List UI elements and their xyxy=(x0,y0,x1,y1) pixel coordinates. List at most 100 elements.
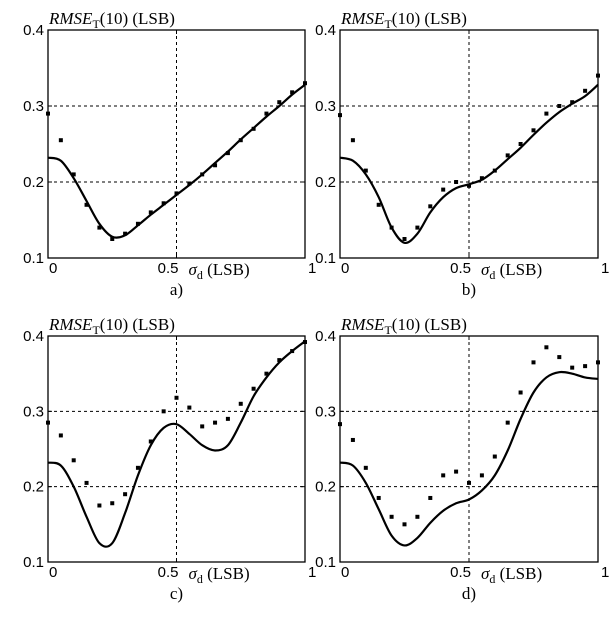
data-point xyxy=(303,81,307,86)
x-tick-label: 0 xyxy=(49,260,57,277)
data-point xyxy=(454,180,459,184)
data-point xyxy=(264,371,269,376)
data-point xyxy=(213,163,218,168)
data-point xyxy=(71,172,76,177)
x-axis-label: σd (LSB) xyxy=(481,564,542,586)
x-axis-label-sub: d xyxy=(489,572,495,586)
data-point xyxy=(200,424,205,429)
y-tick-label: 0.1 xyxy=(315,554,336,571)
data-point xyxy=(110,237,115,241)
data-point xyxy=(123,231,128,236)
y-axis-label-rest: (10) (LSB) xyxy=(100,315,175,334)
panel-d: 0.1 0.2 0.3 0.4 0 0.5 1 RMSET(10) (LSB) σd (LSB)… xyxy=(315,315,609,603)
x-tick-label: 1 xyxy=(308,260,316,277)
data-point xyxy=(492,168,497,173)
data-point xyxy=(402,522,407,527)
y-axis-label: RMSET(10) (LSB) xyxy=(340,315,467,337)
data-point xyxy=(596,73,600,78)
y-axis-label: RMSET(10) (LSB) xyxy=(340,9,467,31)
data-point xyxy=(97,225,102,230)
data-point xyxy=(492,454,497,459)
x-axis-label: σd (LSB) xyxy=(189,564,250,586)
data-point xyxy=(123,492,128,497)
data-point xyxy=(338,422,342,427)
data-point xyxy=(428,204,433,209)
data-point xyxy=(389,514,394,519)
series-line xyxy=(47,340,306,548)
data-point xyxy=(389,225,394,230)
data-point xyxy=(557,104,562,108)
y-axis-label-sub: T xyxy=(384,17,392,31)
y-tick-label: 0.4 xyxy=(315,328,336,345)
data-point xyxy=(187,181,192,186)
data-point xyxy=(277,358,282,363)
panel-label: b) xyxy=(462,280,476,299)
data-point xyxy=(238,138,243,143)
data-point xyxy=(557,355,562,360)
data-point xyxy=(58,433,63,438)
data-point xyxy=(415,514,420,519)
data-point xyxy=(505,153,510,158)
panel-a: 0.1 0.2 0.3 0.4 0 0.5 1 RMSET(10) (LSB) σd (LSB)… xyxy=(23,9,316,299)
x-axis-label-rest: (LSB) xyxy=(495,564,542,583)
x-tick-label: 0 xyxy=(341,564,349,581)
y-axis-label-sub: T xyxy=(384,323,392,337)
data-point xyxy=(441,187,446,192)
x-axis-label-rest: (LSB) xyxy=(203,260,250,279)
data-point xyxy=(251,386,256,391)
panel-label: c) xyxy=(170,584,183,603)
x-axis-label-sub: d xyxy=(197,572,203,586)
data-point xyxy=(570,365,575,370)
data-point xyxy=(376,495,381,500)
data-point xyxy=(264,111,269,116)
series-line xyxy=(339,370,599,547)
y-tick-label: 0.3 xyxy=(23,98,44,115)
data-point xyxy=(518,390,523,395)
panel-b: 0.1 0.2 0.3 0.4 0 0.5 1 RMSET(10) (LSB) σd (LSB)… xyxy=(315,9,609,299)
y-tick-label: 0.1 xyxy=(23,250,44,267)
y-axis-label-sub: T xyxy=(92,17,100,31)
data-point xyxy=(505,420,510,425)
data-point xyxy=(544,345,549,350)
y-axis-label-main: RMSE xyxy=(340,9,385,28)
y-tick-label: 0.2 xyxy=(23,479,44,496)
x-axis-label-rest: (LSB) xyxy=(495,260,542,279)
data-point xyxy=(467,480,471,485)
x-tick-label: 0.5 xyxy=(158,260,179,277)
data-point xyxy=(441,473,446,478)
data-point xyxy=(148,210,153,215)
y-axis-label-rest: (10) (LSB) xyxy=(392,315,467,334)
data-point xyxy=(161,201,166,206)
data-point xyxy=(135,221,140,226)
y-axis-label-main: RMSE xyxy=(48,9,93,28)
x-axis-label-main: σ xyxy=(189,564,198,583)
data-point xyxy=(238,401,243,406)
panel-label: a) xyxy=(170,280,183,299)
y-tick-label: 0.2 xyxy=(315,479,336,496)
data-point xyxy=(187,405,192,410)
x-axis-label-main: σ xyxy=(481,564,490,583)
data-point xyxy=(583,364,588,369)
y-tick-label: 0.3 xyxy=(23,403,44,420)
data-point xyxy=(84,480,89,485)
x-axis-label: σd (LSB) xyxy=(481,260,542,282)
y-tick-label: 0.4 xyxy=(23,328,44,345)
data-point xyxy=(479,473,484,478)
data-point xyxy=(570,100,575,105)
x-tick-label: 1 xyxy=(308,564,316,581)
data-point xyxy=(46,111,50,116)
y-tick-label: 0.2 xyxy=(315,174,336,191)
data-point xyxy=(174,191,179,196)
x-tick-label: 0 xyxy=(341,260,349,277)
data-point xyxy=(376,202,381,207)
data-point xyxy=(531,128,536,133)
x-axis-label-main: σ xyxy=(189,260,198,279)
x-tick-label: 1 xyxy=(601,260,609,277)
panel-label: d) xyxy=(462,584,476,603)
data-point xyxy=(58,138,63,143)
data-point xyxy=(596,360,600,365)
y-axis-label-main: RMSE xyxy=(340,315,385,334)
x-tick-label: 0.5 xyxy=(450,564,471,581)
data-point xyxy=(97,503,102,508)
